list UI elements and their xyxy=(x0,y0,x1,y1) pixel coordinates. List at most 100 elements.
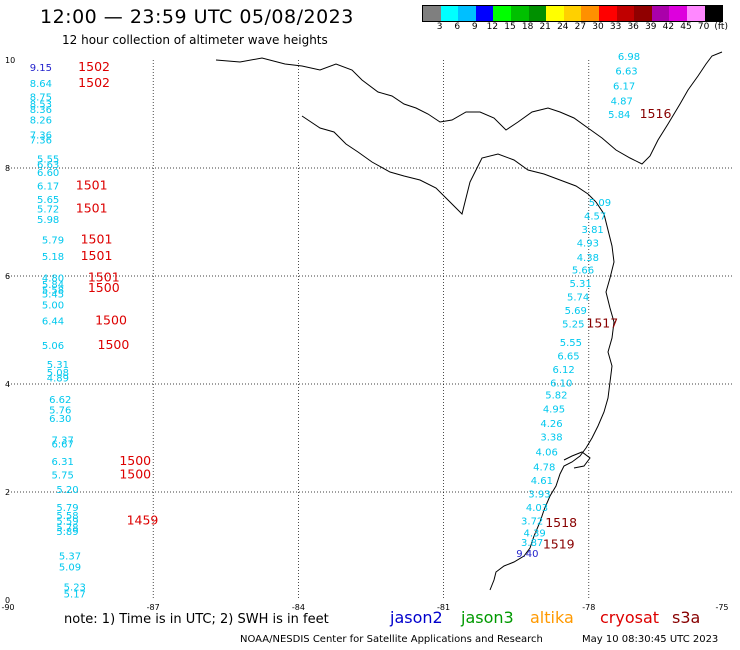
wave-height-value: 6.63 xyxy=(615,67,637,78)
y-axis-tick-label: 0 xyxy=(5,596,10,605)
colorbar-tick-labels: 3 6 9 12 15 18 21 24 27 30 33 36 39 42 45 70 (ft) xyxy=(422,22,740,34)
wave-height-value: 5.25 xyxy=(562,319,584,330)
colorbar-tick-label: 39 xyxy=(645,22,657,32)
pass-time-label: 1500 xyxy=(119,467,151,482)
wave-height-value: 6.60 xyxy=(37,168,59,179)
colorbar-tick-label: 33 xyxy=(609,22,622,32)
x-axis-tick-label: -78 xyxy=(582,603,595,612)
wave-height-value: 5.18 xyxy=(42,252,64,263)
wave-height-value: 6.98 xyxy=(618,52,640,63)
axis-tick-labels: -90 -87 -84 -81 -78 -75 0 2 4 6 8 10 xyxy=(1,56,728,612)
wave-height-value: 3.38 xyxy=(540,433,562,444)
wave-height-value: 8.75 xyxy=(30,93,52,104)
colorbar-swatch xyxy=(634,6,652,21)
wave-height-value: 5.55 xyxy=(560,338,582,349)
colorbar-swatch xyxy=(598,6,617,21)
map-subtitle: 12 hour collection of altimeter wave hei… xyxy=(62,33,328,47)
wave-height-value: 8.36 xyxy=(30,105,52,116)
wave-height-value: 4.87 xyxy=(611,96,633,107)
wave-height-value: 5.79 xyxy=(56,503,78,514)
x-axis-tick-label: -84 xyxy=(292,603,305,612)
wave-height-value: 4.78 xyxy=(533,462,555,473)
wave-height-value: 6.67 xyxy=(52,440,74,451)
pass-time-label: 1516 xyxy=(640,106,672,121)
wave-height-value: 5.75 xyxy=(52,471,74,482)
coastline-panama-peninsula xyxy=(301,115,597,215)
y-axis-tick-label: 6 xyxy=(5,272,10,281)
wave-height-value: 5.98 xyxy=(37,215,59,226)
wave-height-value: 5.37 xyxy=(59,552,81,563)
pass-time-label: 1518 xyxy=(545,515,577,530)
wave-height-value: 4.95 xyxy=(543,405,565,416)
colorbar-tick-label: 9 xyxy=(471,22,478,32)
wave-height-value: 7.37 xyxy=(52,435,74,446)
pass-time-label: 1519 xyxy=(543,537,575,552)
credit-line: NOAA/NESDIS Center for Satellite Applica… xyxy=(240,634,543,645)
wave-height-value: 4.39 xyxy=(523,528,545,539)
colorbar-swatch xyxy=(440,6,459,21)
wave-height-value: 6.12 xyxy=(553,365,575,376)
wave-height-value: 6.30 xyxy=(49,414,71,425)
wave-height-value: 3.72 xyxy=(521,516,543,527)
colorbar-tick-label: 36 xyxy=(627,22,639,32)
wave-height-value: 4.80 xyxy=(42,273,64,284)
pass-time-label: 1500 xyxy=(95,313,127,328)
wave-height-value: 5.82 xyxy=(545,391,567,402)
wave-height-value: 4.03 xyxy=(526,503,548,514)
wave-height-value: 5.79 xyxy=(42,236,64,247)
y-axis-tick-label: 10 xyxy=(5,56,15,65)
colorbar-swatch xyxy=(651,6,670,21)
colorbar-tick-label: 45 xyxy=(680,22,692,32)
wave-height-value: 5.20 xyxy=(56,485,78,496)
colorbar-swatch xyxy=(458,6,476,21)
pass-time-label: 1500 xyxy=(88,280,120,295)
wave-height-value: 5.09 xyxy=(59,562,81,573)
coastline-gulf-detail xyxy=(563,451,591,469)
colorbar-tick-label: 6 xyxy=(454,22,461,32)
colorbar-swatch xyxy=(563,6,582,21)
colorbar-tick-label: 15 xyxy=(504,22,516,32)
wave-height-value: 5.31 xyxy=(47,360,69,371)
colorbar-tick-label: 70 xyxy=(697,22,710,32)
lat-lon-grid xyxy=(8,60,734,600)
wave-height-value: 3.81 xyxy=(582,225,604,236)
wave-height-value: 5.66 xyxy=(572,265,594,276)
colorbar-tick-label: (ft) xyxy=(714,22,728,32)
wave-height-value: 8.26 xyxy=(30,116,52,127)
pass-time-labels: 1502150215011501150115011501150015001500… xyxy=(76,59,672,552)
wave-height-value: 6.17 xyxy=(37,182,59,193)
footer-note: note: 1) Time is in UTC; 2) SWH is in fe… xyxy=(64,612,329,627)
wave-height-colorbar xyxy=(422,5,724,22)
y-axis-tick-label: 4 xyxy=(5,380,10,389)
generated-timestamp: May 10 08:30:45 UTC 2023 xyxy=(582,634,719,645)
pass-time-label: 1459 xyxy=(127,512,159,527)
wave-height-value: 6.65 xyxy=(557,352,579,363)
wave-height-value: 5.58 xyxy=(42,285,64,296)
colorbar-tick-label: 42 xyxy=(662,22,675,32)
colorbar-tick-label: 3 xyxy=(436,22,443,32)
colorbar-tick-label: 18 xyxy=(521,22,534,32)
colorbar-tick-label: 12 xyxy=(486,22,499,32)
colorbar-tick-label: 30 xyxy=(592,22,604,32)
pass-time-label: 1500 xyxy=(98,337,130,352)
wave-height-value: 5.31 xyxy=(569,279,591,290)
y-axis-tick-label: 8 xyxy=(5,164,10,173)
wave-height-value: 5.58 xyxy=(56,511,78,522)
colorbar-swatch xyxy=(546,6,564,21)
pass-time-label: 1502 xyxy=(78,75,110,90)
x-axis-tick-label: -81 xyxy=(437,603,450,612)
wave-height-value: 5.00 xyxy=(42,300,64,311)
wave-height-value: 3.87 xyxy=(521,538,543,549)
pass-time-label: 1501 xyxy=(88,269,120,284)
x-axis-tick-label: -75 xyxy=(715,603,728,612)
coastline-colombia-ecuador xyxy=(489,201,615,591)
wave-height-value: 5.72 xyxy=(37,204,59,215)
satellite-legend-jason2: jason2 xyxy=(390,608,443,627)
wave-height-value: 8.53 xyxy=(30,100,52,111)
wave-height-value: 6.10 xyxy=(550,379,572,390)
wave-height-value: 4.26 xyxy=(540,419,562,430)
wave-height-value: 5.76 xyxy=(49,406,71,417)
coastline-central-america xyxy=(215,51,723,165)
colorbar-tick-label: 24 xyxy=(557,22,569,32)
satellite-legend-cryosat: cryosat xyxy=(600,608,660,627)
